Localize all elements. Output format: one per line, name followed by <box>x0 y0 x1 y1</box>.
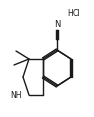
Text: H: H <box>67 9 73 18</box>
Text: Cl: Cl <box>72 9 80 18</box>
Text: N: N <box>54 20 60 29</box>
Text: NH: NH <box>11 91 22 99</box>
